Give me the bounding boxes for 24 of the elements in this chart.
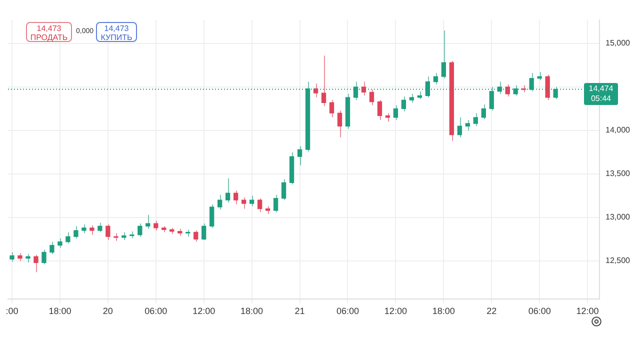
- annotation: 05:44: [590, 94, 612, 104]
- y-tick-label: 12,500: [606, 256, 631, 266]
- x-tick-label: 18:00: [432, 306, 455, 316]
- x-tick-label: 06:00: [144, 306, 168, 316]
- annotation: КУПИТЬ: [100, 33, 134, 42]
- y-tick-label: 14,000: [606, 126, 631, 135]
- x-tick-label: 06:00: [336, 306, 359, 316]
- x-tick-label: 18:00: [48, 306, 72, 316]
- x-tick-label: :00: [6, 306, 18, 316]
- y-tick-label: 13,000: [606, 212, 631, 222]
- x-tick-label: 12:00: [576, 306, 599, 316]
- x-tick-label: 18:00: [240, 306, 264, 316]
- annotation: ПРОДАТЬ: [29, 33, 69, 42]
- ref-line-label: 14,474: [588, 84, 614, 94]
- annotation: 14,473: [103, 24, 130, 33]
- y-tick-label: 13,500: [606, 169, 631, 178]
- annotation: 14,473: [36, 24, 62, 33]
- x-tick-label: 22: [486, 306, 497, 316]
- x-tick-label: 12:00: [192, 306, 216, 316]
- x-tick-label: 06:00: [528, 306, 551, 316]
- x-tick-label: 20: [102, 306, 113, 316]
- x-tick-label: 12:00: [384, 306, 407, 316]
- x-tick-label: 21: [294, 306, 305, 316]
- y-tick-label: 15,000: [606, 38, 631, 48]
